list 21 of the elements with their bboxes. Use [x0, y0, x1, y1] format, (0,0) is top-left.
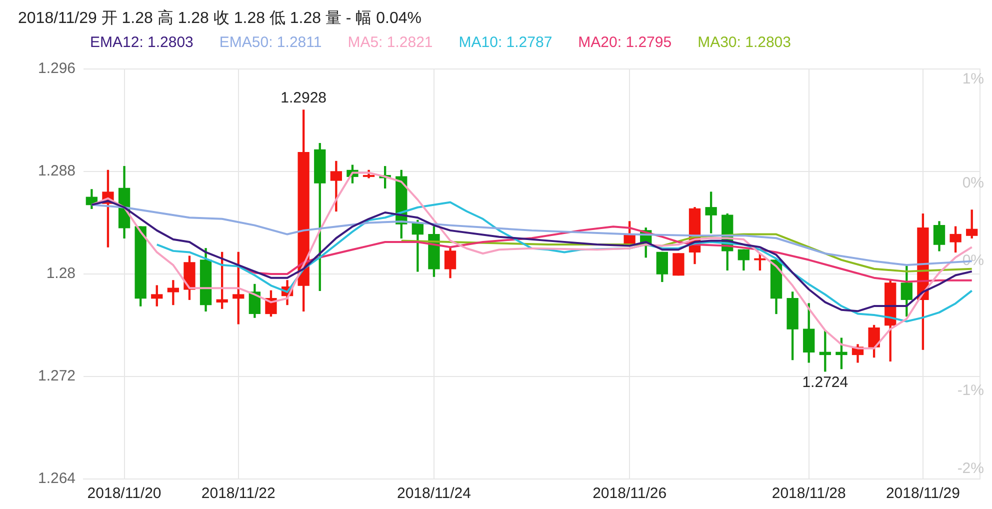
chart-title: 2018/11/29 开 1.28 高 1.28 收 1.28 低 1.28 量 - 幅 0.04% [18, 8, 422, 29]
annotation: 1.2928 [280, 90, 327, 107]
y-tick-label: 1.28 [46, 265, 76, 282]
text: EMA50: 1.2811 [219, 34, 322, 51]
candlestick [672, 253, 684, 276]
text: EMA12: 1.2803 [90, 34, 194, 51]
text: MA5: 1.2821 [348, 34, 433, 51]
y-tick-label: 1.264 [38, 470, 76, 488]
x-tick-label: 2018/11/29 [886, 485, 960, 502]
x-tick-label: 2018/11/24 [396, 485, 471, 502]
text: MA20: 1.2795 [578, 34, 672, 51]
x-tick-label: 2018/11/22 [201, 485, 276, 502]
x-tick-label: 2018/11/20 [87, 485, 162, 502]
x-tick-label: 2018/11/28 [772, 485, 846, 502]
text: MA10: 1.2787 [458, 34, 552, 51]
y-tick-label: 1.272 [38, 368, 76, 385]
y-tick-label: 1.288 [38, 162, 76, 180]
y-tick-label: 1.296 [38, 60, 76, 78]
annotation: 1.2724 [802, 374, 848, 392]
x-tick-label: 2018/11/26 [592, 485, 667, 502]
text: MA30: 1.2803 [698, 34, 791, 51]
